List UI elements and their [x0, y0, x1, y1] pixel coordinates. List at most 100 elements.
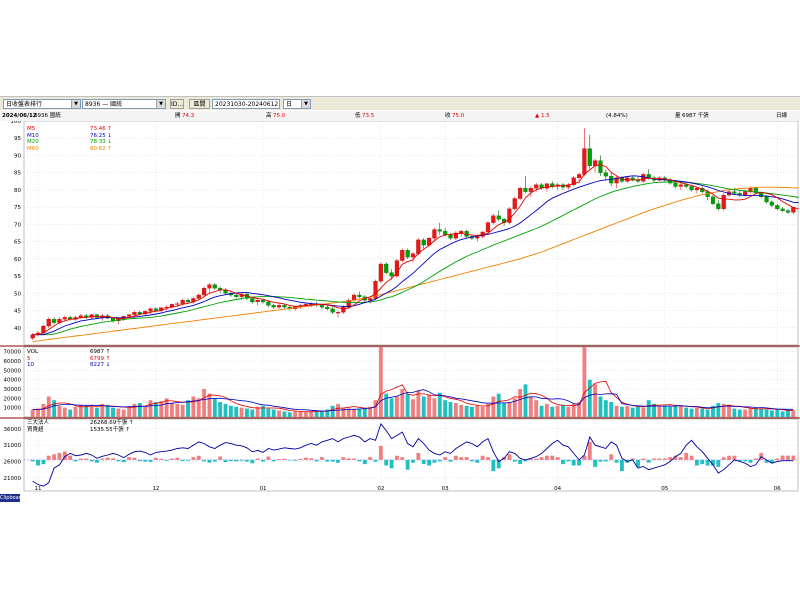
- volume-bar: [694, 407, 699, 417]
- net-bar: [352, 458, 357, 460]
- candle: [732, 191, 737, 194]
- net-bar: [228, 459, 233, 462]
- net-bar: [453, 455, 458, 460]
- candle: [234, 294, 239, 297]
- candle: [630, 177, 635, 180]
- volume-bar: [603, 400, 608, 417]
- stock-chart[interactable]: 100 95 90 85 80 75 70 65 60 55 50 45 40 70000 60000 500…: [0, 121, 800, 494]
- candle: [94, 314, 100, 318]
- id-button[interactable]: ID...: [170, 99, 184, 109]
- candle: [528, 188, 533, 192]
- candle: [598, 160, 603, 173]
- quote-date: 2024/06/12: [2, 113, 37, 119]
- net-bar: [619, 459, 624, 472]
- net-bar: [587, 441, 592, 460]
- period-button[interactable]: 區間: [189, 99, 210, 109]
- net-bar: [459, 457, 464, 460]
- volume-bar: [544, 403, 549, 417]
- net-bar: [582, 455, 587, 460]
- volume-bar: [475, 405, 480, 417]
- volume-bar: [89, 406, 94, 417]
- legend-value: 6799 ↑: [90, 355, 111, 362]
- volume-bar: [207, 393, 212, 417]
- volume-bar: [196, 398, 201, 417]
- stock-select[interactable]: 8936 — 國統 ▼: [82, 99, 166, 109]
- volume-bar: [309, 411, 314, 417]
- net-bar: [448, 459, 453, 462]
- volume-bar: [448, 402, 453, 417]
- status-button[interactable]: Clipboard: [0, 494, 24, 502]
- volume-bar: [314, 410, 319, 417]
- open-value: 74.3: [182, 113, 195, 119]
- volume-bar: [721, 403, 726, 417]
- volume-bar: [684, 407, 689, 417]
- legend-name: 5: [27, 355, 31, 362]
- candle: [266, 301, 271, 306]
- candle: [453, 232, 458, 239]
- net-bar: [121, 459, 126, 463]
- volume-bar: [657, 406, 662, 417]
- low-label: 低: [355, 113, 361, 119]
- net-bar: [786, 455, 790, 460]
- candle: [485, 222, 491, 233]
- legend-value: 26268.69千張 ↑: [90, 420, 134, 426]
- candle: [132, 312, 137, 315]
- price-tick-label: 55: [14, 274, 21, 280]
- net-bar: [314, 459, 319, 462]
- legend-name: M60: [27, 145, 39, 152]
- volume-bar: [36, 408, 40, 417]
- net-bar: [491, 459, 496, 472]
- interval-select[interactable]: 日 ▼: [283, 99, 311, 109]
- candle: [582, 148, 587, 175]
- net-bar: [753, 458, 758, 460]
- net-bar: [684, 452, 689, 460]
- close-label: 收: [445, 113, 451, 119]
- legend-name: 買賣超: [27, 426, 44, 433]
- candle: [769, 201, 774, 206]
- report-select[interactable]: 日收盤表排行 ▼: [3, 99, 81, 109]
- candle: [271, 305, 276, 308]
- net-bar: [175, 457, 180, 460]
- volume-bar: [775, 409, 780, 417]
- net-bar: [400, 457, 405, 460]
- volume-tick-label: 70000: [4, 350, 22, 356]
- net-bar: [721, 457, 726, 460]
- volume-bar: [539, 405, 544, 417]
- volume-bar: [105, 404, 110, 417]
- net-bar: [346, 458, 351, 460]
- volume-bar: [711, 405, 715, 417]
- chevron-down-icon[interactable]: ▼: [71, 100, 80, 108]
- close-value: 75.0: [452, 113, 465, 119]
- net-bar: [518, 459, 523, 465]
- x-tick-label: 05: [661, 486, 668, 492]
- date-range-field[interactable]: 20231030-20240612: [212, 99, 280, 109]
- net-bar: [239, 459, 244, 461]
- net-bar: [336, 459, 340, 463]
- price-tick-label: 85: [14, 171, 21, 177]
- volume-tick-label: 10000: [4, 406, 22, 412]
- net-bar: [143, 459, 148, 462]
- chevron-down-icon[interactable]: ▼: [301, 100, 310, 108]
- volume-bar: [737, 409, 742, 417]
- net-bar: [512, 459, 517, 462]
- net-bar: [196, 455, 201, 460]
- volume-value: 6987 千張: [682, 113, 709, 119]
- net-bar: [95, 459, 99, 463]
- candle: [335, 312, 341, 314]
- net-bar: [245, 459, 249, 462]
- net-bar: [427, 459, 431, 466]
- candle: [196, 294, 201, 299]
- candle: [641, 174, 646, 182]
- candle: [368, 298, 373, 301]
- high-value: 75.0: [273, 113, 286, 119]
- volume-bar: [164, 398, 169, 417]
- net-bar: [652, 458, 656, 460]
- volume-bar: [496, 393, 501, 417]
- candle: [164, 306, 169, 309]
- chevron-down-icon[interactable]: ▼: [156, 100, 165, 108]
- net-bar: [186, 459, 190, 461]
- candle: [330, 308, 335, 313]
- volume-bar: [443, 400, 448, 417]
- volume-bar: [416, 390, 421, 417]
- candle: [341, 306, 346, 313]
